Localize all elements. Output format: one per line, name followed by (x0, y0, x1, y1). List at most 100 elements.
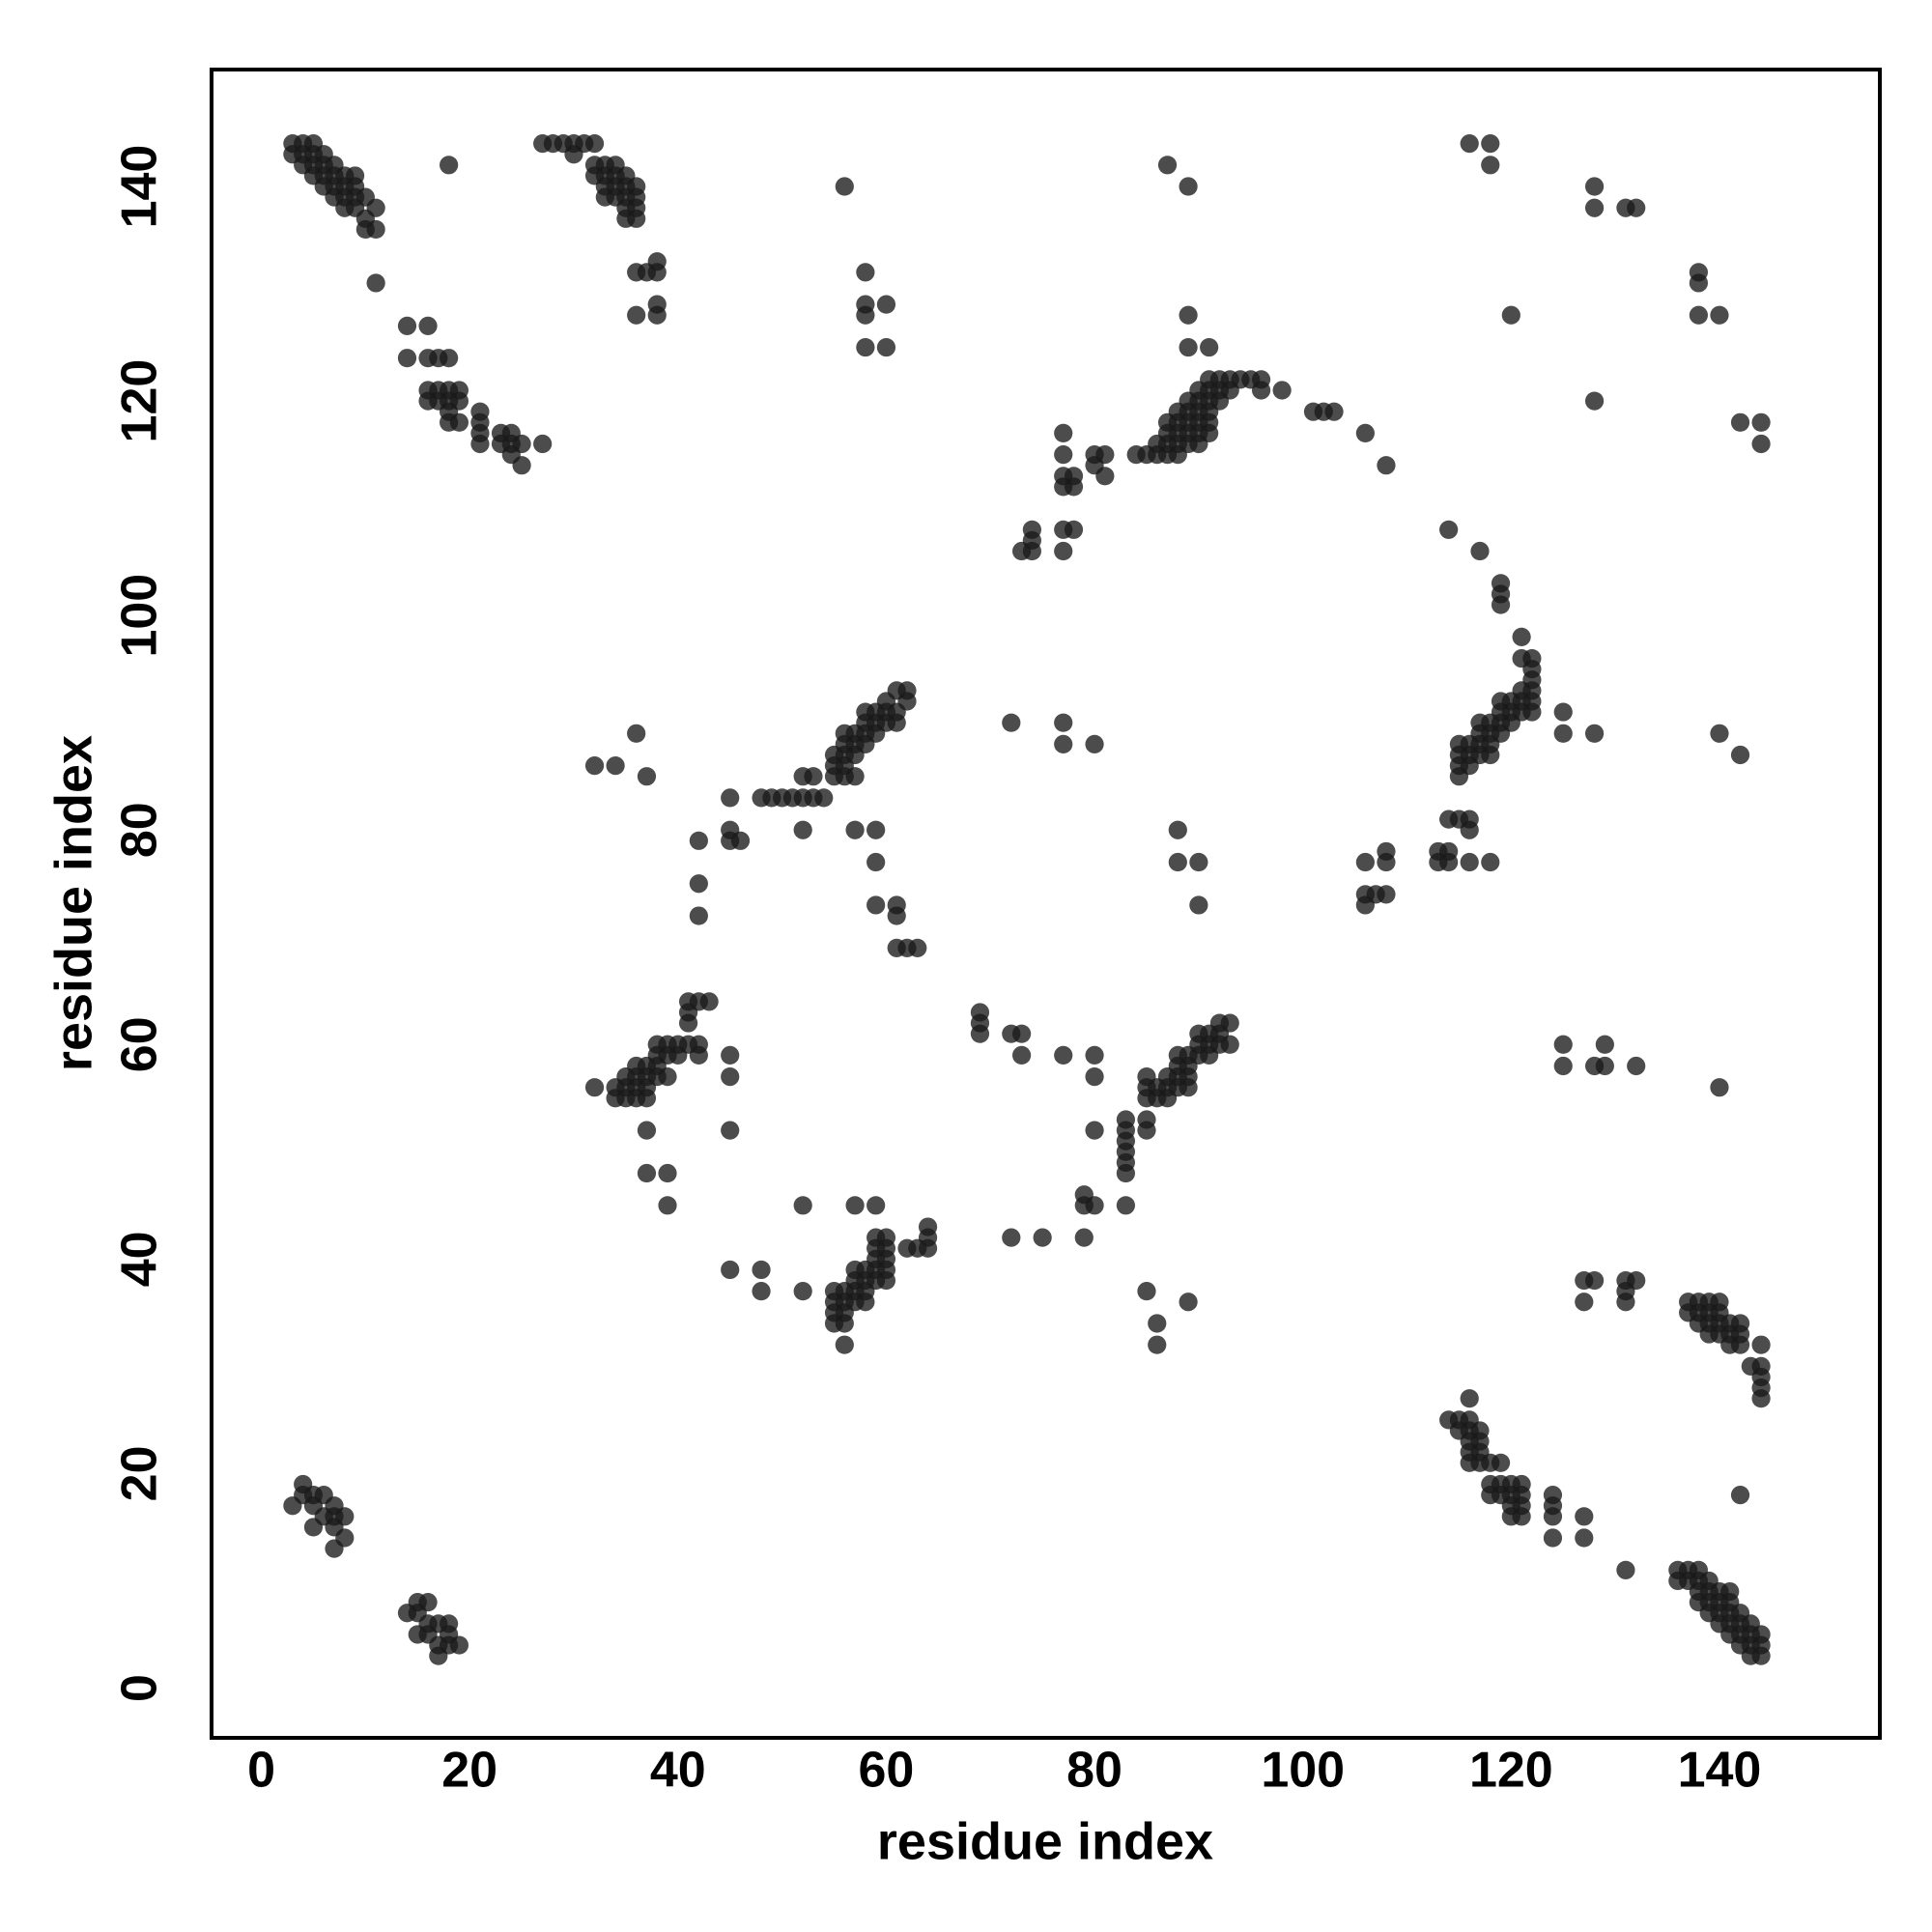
contact-point (970, 1024, 990, 1043)
contact-point (1710, 305, 1729, 325)
contact-point (627, 724, 646, 743)
x-tick-label: 80 (1066, 1743, 1122, 1799)
contact-point (876, 337, 896, 357)
contact-point (1054, 713, 1073, 732)
contact-point (1272, 381, 1292, 400)
contact-point (1168, 852, 1187, 872)
contact-point (627, 209, 646, 228)
contact-point (1200, 337, 1219, 357)
contact-point (1460, 820, 1479, 839)
contact-point (1751, 434, 1771, 454)
contact-point (1064, 520, 1084, 539)
contact-point (1179, 337, 1198, 357)
contact-point (1627, 1056, 1646, 1076)
contact-point (867, 852, 886, 872)
contact-point (1324, 402, 1344, 421)
contact-point (876, 295, 896, 314)
contact-point (366, 273, 385, 293)
contact-point (470, 434, 490, 454)
contact-point (856, 337, 875, 357)
contact-point (647, 305, 667, 325)
contact-point (1054, 445, 1073, 465)
contact-point (699, 992, 719, 1011)
contact-point (845, 820, 865, 839)
contact-point (658, 1196, 677, 1215)
contact-point (1595, 1056, 1614, 1076)
contact-point (1512, 627, 1531, 646)
contact-point (637, 1121, 657, 1140)
contact-point (1137, 1282, 1156, 1301)
contact-point (1512, 1507, 1531, 1526)
contact-point (637, 1089, 657, 1108)
contact-point (1168, 820, 1187, 839)
y-tick-label: 120 (112, 359, 168, 443)
contact-point (1575, 1507, 1594, 1526)
contact-point (1220, 1035, 1239, 1054)
contact-point (1584, 1270, 1605, 1291)
contact-point (1460, 134, 1479, 154)
contact-point (1627, 198, 1646, 217)
contact-point (1085, 734, 1104, 753)
contact-point (440, 156, 459, 175)
contact-point (335, 1528, 355, 1548)
contact-point (1157, 156, 1178, 175)
x-tick-label: 40 (650, 1743, 706, 1799)
contact-point (1553, 1056, 1573, 1076)
contact-point (752, 1282, 771, 1301)
contact-point (1616, 1293, 1635, 1312)
contact-point (1543, 1528, 1563, 1548)
contact-point (1710, 724, 1729, 743)
contact-point (440, 349, 459, 368)
contact-point (1460, 1389, 1479, 1408)
contact-point (1002, 1228, 1021, 1247)
contact-point (1085, 1045, 1104, 1065)
contact-point (1460, 852, 1479, 872)
y-axis-title: residue index (44, 735, 102, 1071)
contact-point (1751, 1335, 1771, 1354)
contact-point (793, 820, 812, 839)
contact-point (1584, 724, 1605, 743)
contact-point (1251, 381, 1271, 400)
contact-point (1137, 1110, 1156, 1129)
contact-point (1689, 305, 1708, 325)
contact-point (1584, 198, 1605, 217)
contact-point (1054, 1045, 1073, 1065)
contact-point (1595, 1035, 1614, 1054)
contact-point (1179, 305, 1198, 325)
contact-point (397, 316, 417, 335)
contact-point (1148, 1314, 1167, 1333)
contact-point (730, 831, 751, 850)
contact-point (887, 906, 906, 925)
contact-point (1377, 885, 1396, 904)
contact-point (1189, 895, 1208, 915)
contact-point (647, 263, 667, 282)
contact-point (814, 788, 834, 808)
x-tick-label: 60 (859, 1743, 915, 1799)
contact-point (1054, 541, 1073, 561)
contact-point (1085, 1121, 1104, 1140)
contact-point (1220, 1013, 1239, 1033)
contact-point (1481, 134, 1500, 154)
contact-point (1189, 852, 1208, 872)
contact-point (721, 1121, 740, 1140)
contact-point (1148, 1335, 1167, 1354)
contact-point (897, 681, 917, 700)
y-tick-label: 140 (112, 145, 168, 229)
contact-point (1710, 1078, 1729, 1097)
contact-point (867, 1196, 886, 1215)
contact-point (1022, 520, 1041, 539)
x-tick-label: 100 (1261, 1743, 1345, 1799)
contact-point (449, 1635, 469, 1655)
contact-point (721, 1260, 740, 1280)
y-tick-label: 20 (112, 1445, 168, 1501)
contact-point (845, 1196, 865, 1215)
plot-frame (210, 68, 1882, 1740)
contact-point (689, 831, 708, 850)
contact-point (584, 756, 605, 776)
contact-point (1730, 1486, 1750, 1505)
contact-point (584, 1078, 605, 1097)
contact-point (584, 134, 605, 154)
contact-point (721, 788, 740, 808)
contact-point (637, 1163, 657, 1183)
contact-point (793, 1282, 812, 1301)
